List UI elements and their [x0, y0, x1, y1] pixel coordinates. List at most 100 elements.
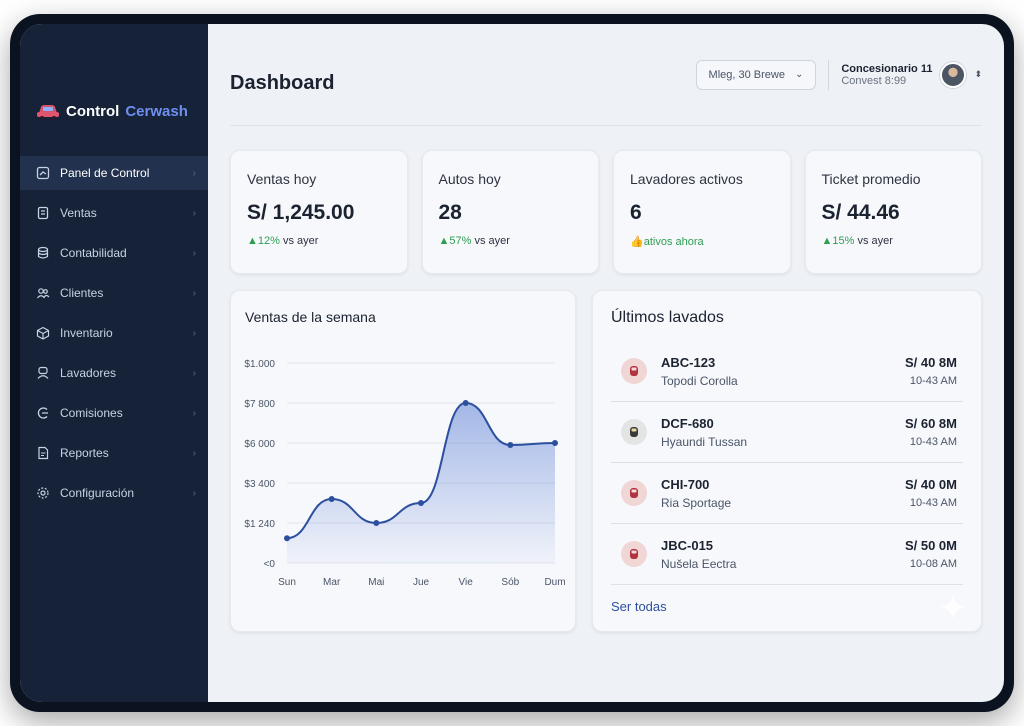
data-point: [418, 500, 424, 506]
y-tick-label: $1.000: [244, 359, 275, 370]
recent-washes-card: Últimos lavados ABC-123 Topodi Corolla S…: [592, 290, 982, 632]
sidebar-item-reportes[interactable]: Reportes ›: [20, 436, 208, 470]
wash-time: 10-43 AM: [909, 497, 957, 509]
chevron-right-icon: ›: [192, 167, 196, 179]
sidebar-item-label: Panel de Control: [60, 166, 150, 180]
y-tick-label: $6 000: [244, 439, 275, 450]
stat-delta-value: 12%: [257, 235, 280, 247]
wash-amount: S/ 40 8M: [904, 355, 957, 370]
stat-delta-value: 57%: [449, 235, 472, 247]
sidebar-item-comisiones[interactable]: Comisiones ›: [20, 396, 208, 430]
sidebar-item-contabilidad[interactable]: Contabilidad ›: [20, 236, 208, 270]
receipt-icon: [37, 206, 49, 220]
sidebar-item-label: Lavadores: [60, 366, 117, 380]
car-logo-icon: [37, 105, 59, 120]
gear-icon: [37, 487, 49, 499]
see-all-link[interactable]: Ser todas: [611, 599, 667, 614]
top-bar: Dashboard Mleg, 30 Brewe ⌄ Concesionario…: [230, 24, 982, 126]
list-item[interactable]: DCF-680 Hyaundi Tussan S/ 60 8M 10-43 AM: [611, 402, 963, 463]
avatar[interactable]: [940, 61, 967, 88]
device-frame: Control Cerwash Panel de Control › Venta…: [10, 14, 1014, 712]
data-point: [328, 496, 335, 502]
stat-delta: ▲15% vs ayer: [822, 235, 966, 247]
commission-icon: [37, 407, 48, 419]
trend-up-icon: ▲: [247, 235, 258, 247]
wash-meta: S/ 40 0M 10-43 AM: [905, 477, 957, 509]
sidebar-item-label: Inventario: [60, 326, 113, 340]
car-icon: [621, 419, 647, 445]
chevron-right-icon: ›: [192, 447, 196, 459]
stat-value: 6: [630, 201, 642, 224]
list-item[interactable]: ABC-123 Topodi Corolla S/ 40 8M 10-43 AM: [611, 341, 963, 402]
wash-amount: S/ 40 0M: [904, 477, 957, 492]
wash-model: Nušela Eectra: [661, 556, 737, 571]
chevron-right-icon: ›: [192, 487, 196, 499]
stat-label: Autos hoy: [438, 171, 501, 187]
sidebar-item-label: Contabilidad: [60, 246, 127, 260]
y-tick-label: $3 400: [244, 479, 275, 490]
sparkle-icon: [940, 594, 966, 620]
user-name: Concesionario 11: [841, 62, 933, 75]
stat-delta-value: ativos ahora: [643, 236, 704, 248]
wash-time: 10-43 AM: [909, 375, 957, 387]
stat-label: Ventas hoy: [247, 171, 317, 187]
brand-name: Control: [66, 102, 120, 120]
list-item[interactable]: JBC-015 Nušela Eectra S/ 50 0M 10-08 AM: [611, 524, 963, 585]
sidebar-item-clientes[interactable]: Clientes ›: [20, 276, 208, 310]
user-info: Concesionario 11 Convest 8:99: [841, 63, 932, 87]
sidebar-item-ventas[interactable]: Ventas ›: [20, 196, 208, 230]
brand[interactable]: Control Cerwash: [20, 102, 208, 120]
sidebar-item-inventario[interactable]: Inventario ›: [20, 316, 208, 350]
stat-delta-suffix: vs ayer: [854, 235, 893, 247]
user-menu[interactable]: Concesionario 11 Convest 8:99 ⬍: [841, 61, 982, 88]
x-tick-label: Sób: [501, 577, 519, 588]
sidebar-item-configuracion[interactable]: Configuración ›: [20, 476, 208, 510]
wash-model: Hyaundi Tussan: [661, 434, 748, 449]
car-icon: [621, 541, 647, 567]
sidebar-item-lavadores[interactable]: Lavadores ›: [20, 356, 208, 390]
stat-label: Ticket promedio: [821, 171, 921, 187]
data-point: [507, 442, 514, 448]
x-tick-label: Mar: [323, 577, 341, 588]
stat-delta: ▲12% vs ayer: [247, 235, 391, 247]
chevron-right-icon: ›: [192, 407, 196, 419]
sidebar-item-label: Comisiones: [60, 406, 123, 420]
wash-plate: ABC-123: [661, 354, 716, 370]
weekly-sales-card: Ventas de la semana <0 $1 240 $3 400 $6 000…: [230, 290, 576, 632]
stat-delta: ▲57% vs ayer: [439, 235, 583, 247]
wash-time: 10-43 AM: [909, 436, 957, 448]
trend-up-icon: ▲: [438, 235, 450, 247]
location-select[interactable]: Mleg, 30 Brewe ⌄: [695, 59, 817, 90]
wash-info: JBC-015 Nušela Eectra: [661, 538, 905, 571]
sidebar-item-label: Reportes: [60, 446, 109, 460]
sidebar-item-panel-de-control[interactable]: Panel de Control ›: [20, 156, 208, 190]
series-area: [287, 403, 555, 563]
sidebar-item-label: Ventas: [60, 206, 97, 220]
sidebar-item-label: Configuración: [60, 486, 135, 500]
stat-card-ventas-hoy: Ventas hoy S/ 1,245.00 ▲12% vs ayer: [230, 150, 408, 274]
x-tick-label: Jue: [413, 577, 430, 588]
list-item[interactable]: CHI-700 Ria Sportage S/ 40 0M 10-43 AM: [611, 463, 963, 524]
data-point: [462, 400, 469, 406]
car-icon: [621, 358, 647, 384]
wash-meta: S/ 40 8M 10-43 AM: [905, 355, 957, 387]
car-icon: [621, 480, 647, 506]
user-subtitle: Convest 8:99: [841, 74, 907, 87]
dashboard-icon: [36, 166, 50, 180]
location-select-value: Mleg, 30 Brewe: [708, 68, 785, 81]
stat-delta-value: 15%: [832, 235, 855, 247]
data-point: [552, 440, 558, 446]
chevron-right-icon: ›: [192, 207, 196, 219]
wash-amount: S/ 60 8M: [904, 416, 957, 431]
database-icon: [37, 246, 49, 259]
chart-title: Ventas de la semana: [245, 309, 376, 325]
stats-row: Ventas hoy S/ 1,245.00 ▲12% vs ayer Auto…: [230, 150, 982, 274]
worker-icon: [37, 366, 49, 379]
wash-model: Topodi Corolla: [661, 373, 738, 388]
stat-delta-suffix: vs ayer: [279, 235, 319, 247]
data-point: [373, 520, 380, 526]
recent-washes-title: Últimos lavados: [611, 309, 724, 326]
stat-card-ticket-promedio: Ticket promedio S/ 44.46 ▲15% vs ayer: [804, 150, 982, 274]
stat-value: S/ 1,245.00: [247, 201, 355, 224]
chevron-right-icon: ›: [192, 327, 196, 339]
